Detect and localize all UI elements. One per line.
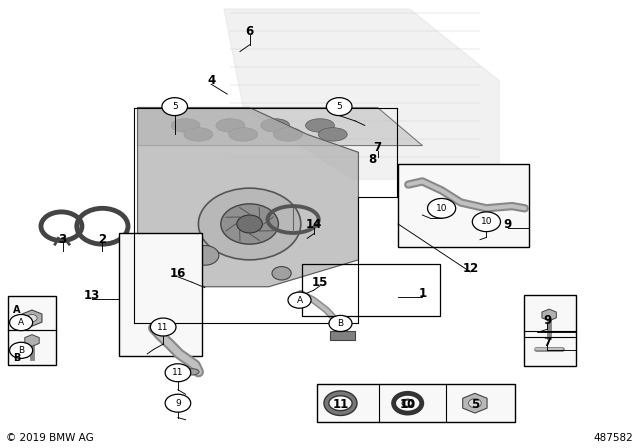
Text: 8: 8 bbox=[369, 152, 376, 166]
Text: 14: 14 bbox=[305, 217, 322, 231]
Text: 11: 11 bbox=[172, 368, 184, 377]
Ellipse shape bbox=[156, 325, 170, 331]
Text: 2: 2 bbox=[99, 233, 106, 246]
Ellipse shape bbox=[274, 128, 302, 141]
Text: 9: 9 bbox=[175, 399, 180, 408]
Text: 7: 7 bbox=[374, 141, 381, 155]
Text: 10: 10 bbox=[481, 217, 492, 226]
Text: 13: 13 bbox=[83, 289, 100, 302]
Text: 12: 12 bbox=[462, 262, 479, 276]
Bar bbox=[8, 296, 56, 365]
Text: 1: 1 bbox=[419, 287, 426, 300]
Ellipse shape bbox=[229, 128, 257, 141]
Text: 10: 10 bbox=[436, 204, 447, 213]
Ellipse shape bbox=[261, 119, 289, 132]
Text: A: A bbox=[13, 305, 20, 314]
Text: © 2019 BMW AG: © 2019 BMW AG bbox=[6, 433, 94, 443]
Text: 6: 6 bbox=[246, 25, 253, 38]
Text: 7: 7 bbox=[543, 336, 551, 349]
Bar bbox=[398, 164, 529, 247]
Bar bbox=[524, 295, 576, 366]
Circle shape bbox=[468, 399, 481, 408]
Text: B: B bbox=[337, 319, 344, 328]
Circle shape bbox=[191, 246, 219, 265]
Circle shape bbox=[162, 98, 188, 116]
Ellipse shape bbox=[184, 128, 212, 141]
Polygon shape bbox=[138, 108, 358, 287]
Bar bbox=[317, 384, 515, 422]
Circle shape bbox=[221, 204, 278, 244]
Text: 15: 15 bbox=[312, 276, 328, 289]
Bar bbox=[302, 264, 440, 316]
Circle shape bbox=[329, 315, 352, 332]
Text: 10: 10 bbox=[399, 397, 416, 411]
Circle shape bbox=[10, 342, 33, 358]
Text: 9: 9 bbox=[543, 314, 551, 327]
Circle shape bbox=[428, 198, 456, 218]
Text: 5: 5 bbox=[337, 102, 342, 111]
Text: A: A bbox=[296, 296, 303, 305]
Text: 4: 4 bbox=[207, 74, 215, 87]
Text: A: A bbox=[18, 318, 24, 327]
Circle shape bbox=[10, 314, 33, 331]
Polygon shape bbox=[138, 108, 422, 146]
Ellipse shape bbox=[216, 119, 244, 132]
Text: 9: 9 bbox=[504, 217, 511, 231]
Ellipse shape bbox=[319, 128, 347, 141]
Ellipse shape bbox=[185, 369, 199, 375]
Ellipse shape bbox=[172, 119, 200, 132]
Text: 11: 11 bbox=[157, 323, 169, 332]
Circle shape bbox=[27, 314, 37, 322]
Polygon shape bbox=[224, 9, 499, 179]
Circle shape bbox=[198, 188, 301, 260]
Bar bbox=[119, 233, 202, 356]
Text: 3: 3 bbox=[59, 233, 67, 246]
Ellipse shape bbox=[306, 119, 334, 132]
Text: 5: 5 bbox=[471, 397, 479, 411]
Text: 16: 16 bbox=[170, 267, 186, 280]
Circle shape bbox=[288, 292, 311, 308]
Text: 487582: 487582 bbox=[594, 433, 634, 443]
Circle shape bbox=[326, 98, 352, 116]
Circle shape bbox=[472, 212, 500, 232]
Text: B: B bbox=[13, 353, 20, 363]
Circle shape bbox=[165, 364, 191, 382]
Text: B: B bbox=[18, 346, 24, 355]
Text: 5: 5 bbox=[172, 102, 177, 111]
Text: 11: 11 bbox=[332, 397, 349, 411]
Circle shape bbox=[150, 318, 176, 336]
Circle shape bbox=[165, 394, 191, 412]
Circle shape bbox=[237, 215, 262, 233]
Bar bbox=[330, 331, 355, 340]
Circle shape bbox=[272, 267, 291, 280]
